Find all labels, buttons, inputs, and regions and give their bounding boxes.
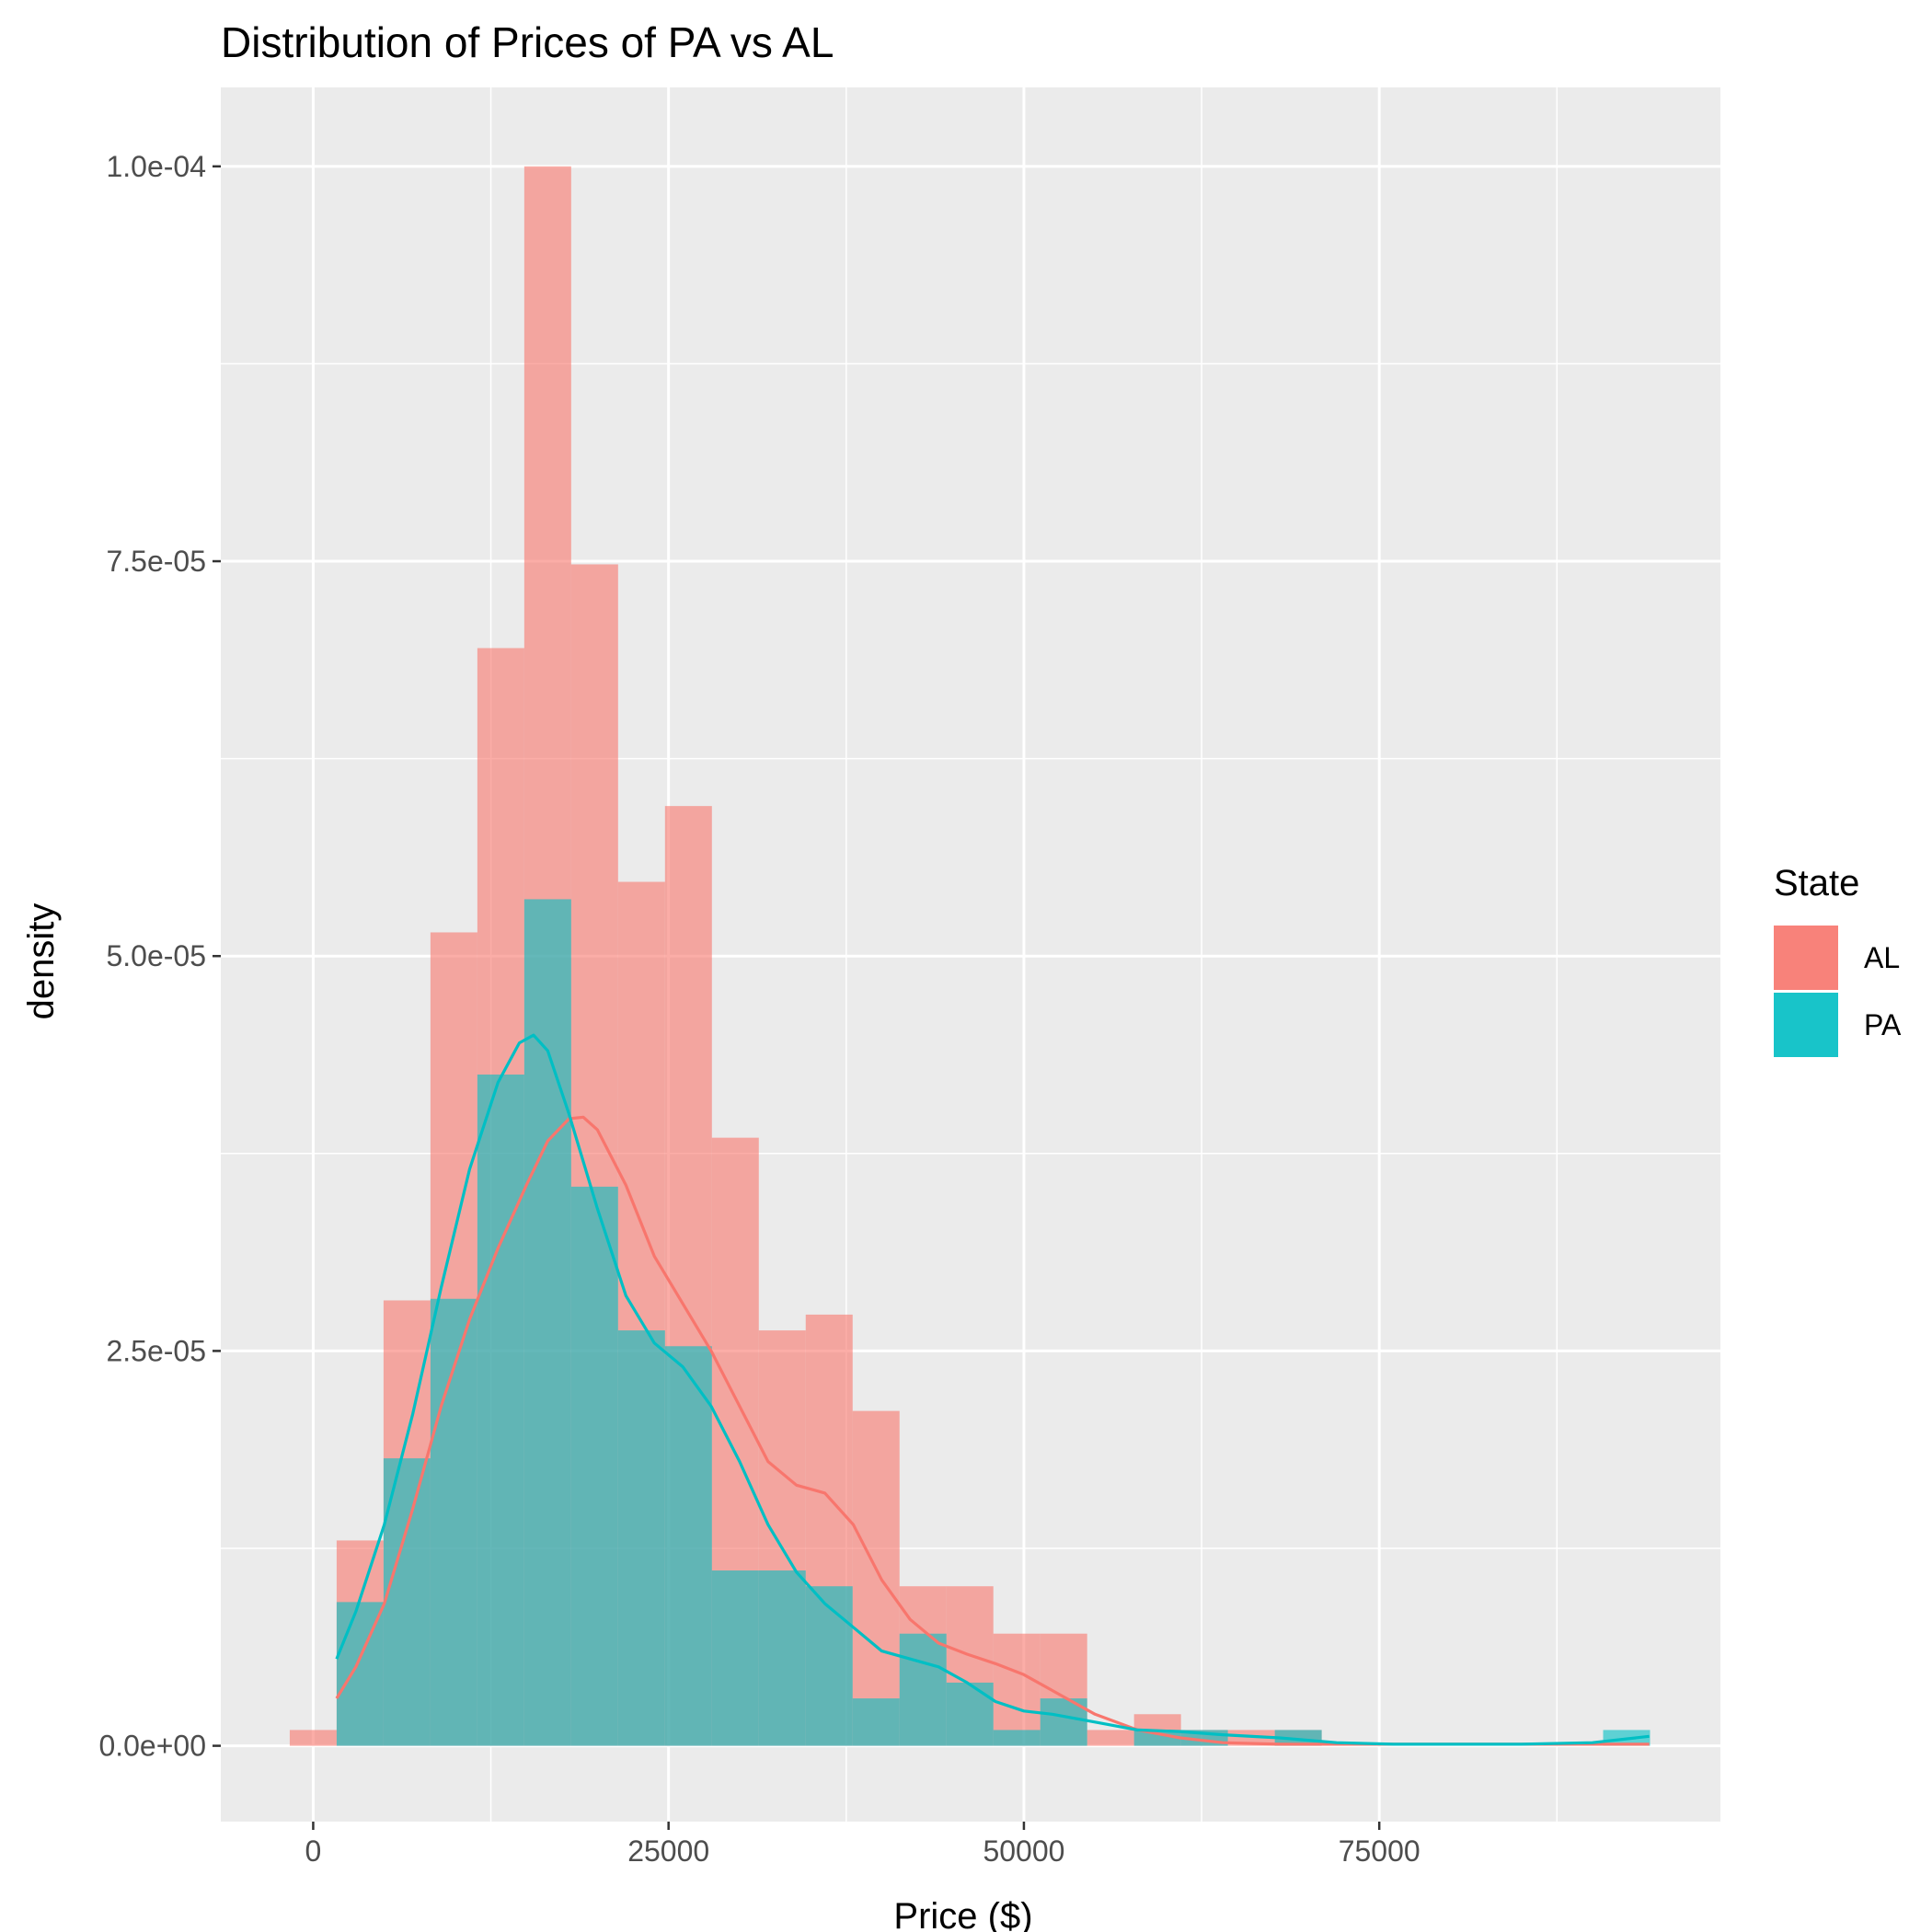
histogram-bar-al — [852, 1410, 900, 1746]
histogram-bar-pa — [805, 1586, 853, 1746]
chart-title: Distribution of Prices of PA vs AL — [221, 18, 834, 66]
y-axis-title: density — [21, 903, 62, 1020]
histogram-bar-pa — [617, 1330, 665, 1746]
histogram-bar-pa — [383, 1458, 431, 1746]
histogram-bar-al — [289, 1730, 337, 1746]
y-tick-label: 5.0e-05 — [106, 939, 206, 972]
histogram-bar-pa — [946, 1682, 994, 1746]
axes: 0 25000 50000 75000 0.0e+00 2.5e-05 5.0e-05 7.5… — [98, 150, 1420, 1868]
y-tick-label: 7.5e-05 — [106, 545, 206, 578]
histogram-bar-pa — [523, 899, 571, 1746]
legend-label-al: AL — [1864, 941, 1900, 974]
x-tick-label: 0 — [305, 1834, 322, 1868]
histogram-bars — [289, 166, 1650, 1746]
histogram-bar-pa — [711, 1570, 759, 1746]
density-line-al — [335, 1115, 1650, 1746]
legend-key-al — [1774, 926, 1838, 990]
histogram-bar-pa — [664, 1346, 712, 1746]
density-curves — [335, 1033, 1650, 1746]
legend: State AL PA — [1774, 863, 1902, 1057]
y-tick-label: 0.0e+00 — [98, 1730, 206, 1763]
histogram-bar-al — [993, 1633, 1041, 1746]
x-tick-label: 50000 — [983, 1834, 1064, 1868]
legend-key-pa — [1774, 993, 1838, 1057]
histogram-bar-pa — [993, 1730, 1041, 1746]
legend-title: State — [1774, 863, 1859, 903]
y-tick-label: 2.5e-05 — [106, 1334, 206, 1367]
histogram-bar-pa — [899, 1633, 947, 1746]
x-tick-label: 25000 — [627, 1834, 709, 1868]
x-axis-title: Price ($) — [893, 1896, 1032, 1932]
y-tick-label: 1.0e-04 — [106, 150, 206, 183]
density-line-pa — [335, 1033, 1650, 1746]
x-tick-label: 75000 — [1339, 1834, 1420, 1868]
histogram-bar-pa — [852, 1698, 900, 1746]
histogram-bar-pa — [430, 1298, 477, 1746]
histogram-bar-al — [1087, 1730, 1134, 1746]
histogram-bar-pa — [477, 1074, 524, 1746]
legend-label-pa: PA — [1864, 1008, 1902, 1041]
histogram-bar-pa — [570, 1186, 618, 1746]
histogram-bar-pa — [758, 1570, 806, 1746]
histogram-bar-pa — [1133, 1730, 1181, 1746]
